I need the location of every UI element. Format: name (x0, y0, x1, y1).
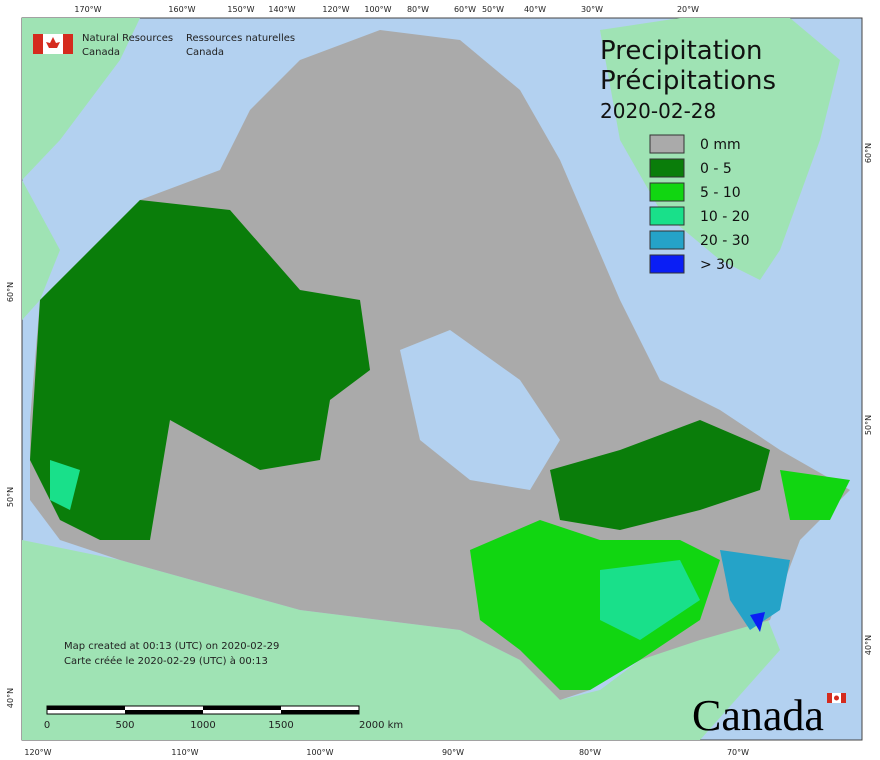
graticule-label: 40°W (524, 5, 546, 14)
graticule-label: 50°W (482, 5, 504, 14)
legend-label: > 30 (700, 257, 734, 273)
scale-label: 1000 (190, 720, 215, 731)
precip-west (30, 200, 370, 540)
graticule-label: 50°N (6, 487, 15, 507)
graticule-label: 100°W (306, 748, 333, 757)
graticule-label: 100°W (364, 5, 391, 14)
legend-swatch (649, 134, 685, 154)
legend-label: 0 - 5 (700, 161, 732, 177)
legend-swatch (649, 254, 685, 274)
title: Precipitation (600, 36, 763, 66)
graticule-label: 20°W (677, 5, 699, 14)
logo (33, 34, 73, 54)
scale-label: 500 (115, 720, 134, 731)
scale-labels: 0 500 1000 1500 2000 km (44, 720, 403, 731)
graticule-label: 30°W (581, 5, 603, 14)
title: Précipitations (600, 66, 776, 96)
precip-ns (750, 612, 765, 632)
org-fr: Canada (186, 47, 224, 58)
graticule-label: 40°N (6, 688, 15, 708)
precip-east (470, 520, 720, 690)
scale-label: 1500 (268, 720, 293, 731)
org-en: Canada (82, 47, 120, 58)
graticule-label: 50°N (864, 415, 873, 435)
alaska-coast (22, 180, 60, 320)
graticule-label: 160°W (168, 5, 195, 14)
legend: 0 mm 0 - 5 5 - 10 10 - 20 20 - 30 > 30 (649, 134, 750, 274)
graticule-label: 140°W (268, 5, 295, 14)
hudson-bay (400, 330, 560, 490)
graticule-label: 120°W (322, 5, 349, 14)
greenland (600, 18, 840, 280)
graticule-label: 80°W (407, 5, 429, 14)
graticule-label: 40°N (864, 635, 873, 655)
graticule-label: 170°W (74, 5, 101, 14)
legend-label: 5 - 10 (700, 185, 741, 201)
precip-nfld (780, 470, 850, 520)
alaska (22, 18, 140, 180)
graticule-label: 90°W (442, 748, 464, 757)
graticule-label: 120°W (24, 748, 51, 757)
org-fr: Ressources naturelles (186, 33, 295, 44)
graticule-labels: 170°W 160°W 150°W 140°W 120°W 100°W 80°W 60°W 50… (6, 5, 873, 757)
legend-label: 10 - 20 (700, 209, 750, 225)
legend-swatch (649, 182, 685, 202)
graticule-label: 110°W (171, 748, 198, 757)
legend-swatch (649, 206, 685, 226)
precip-bc (50, 460, 80, 510)
graticule-label: 60°N (864, 143, 873, 163)
legend-label: 20 - 30 (700, 233, 750, 249)
graticule-label: 80°W (579, 748, 601, 757)
legend-swatch (649, 230, 685, 250)
footer: Carte créée le 2020-02-29 (UTC) à 00:13 (64, 655, 268, 667)
footer: Map created at 00:13 (UTC) on 2020-02-29 (64, 641, 279, 652)
wordmark: Canada (692, 691, 824, 740)
precip-east-heavy (600, 560, 700, 640)
precip-maritimes (720, 550, 790, 630)
graticule-label: 60°N (6, 282, 15, 302)
legend-label: 0 mm (700, 137, 741, 153)
usa (22, 540, 780, 740)
org-en: Natural Resources (82, 33, 173, 44)
graticule-label: 60°W (454, 5, 476, 14)
wordmark-flag (827, 693, 846, 703)
date: 2020-02-28 (600, 99, 716, 123)
precip-quebec (550, 420, 770, 530)
scale-label: 0 (44, 720, 50, 731)
scale-bar (46, 705, 360, 715)
graticule-label: 150°W (227, 5, 254, 14)
graticule-label: 70°W (727, 748, 749, 757)
scale-label: 2000 km (359, 720, 403, 731)
legend-swatch (649, 158, 685, 178)
